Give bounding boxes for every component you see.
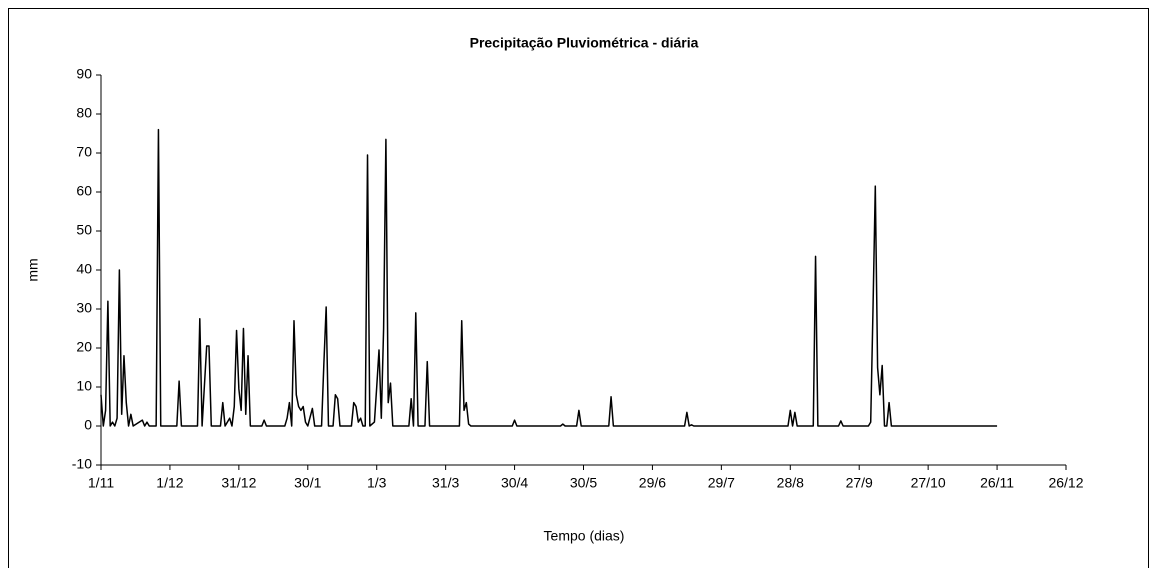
x-tick-label: 1/11 [88,475,114,491]
y-tick-label: 70 [76,144,92,160]
x-tick-label: 28/8 [777,475,804,491]
x-tick-label: 27/9 [846,475,873,491]
x-tick-label: 26/12 [1048,475,1083,491]
x-tick-label: 30/4 [501,475,528,491]
chart-title: Precipitação Pluviométrica - diária [470,35,699,51]
x-tick-label: 31/12 [221,475,256,491]
x-tick-label: 31/3 [432,475,459,491]
y-tick-label: 20 [76,339,92,355]
y-tick-label: 50 [76,222,92,238]
x-tick-label: 30/1 [294,475,321,491]
x-tick-label: 26/11 [980,475,1014,491]
y-tick-label: 10 [76,378,92,394]
y-tick-label: 90 [76,66,92,82]
y-tick-label: -10 [72,456,92,472]
x-tick-label: 30/5 [570,475,597,491]
x-tick-label: 27/10 [911,475,946,491]
y-axis-title: mm [25,258,41,281]
x-tick-label: 1/12 [156,475,183,491]
y-tick-label: 80 [76,105,92,121]
x-axis-title: Tempo (dias) [544,528,625,544]
y-tick-label: 30 [76,300,92,316]
series-line [100,128,998,427]
y-tick-label: 60 [76,183,92,199]
x-tick-label: 1/3 [367,475,387,491]
y-tick-label: 40 [76,261,92,277]
y-tick-label: 0 [84,417,92,433]
x-tick-label: 29/7 [708,475,735,491]
x-tick-label: 29/6 [639,475,666,491]
